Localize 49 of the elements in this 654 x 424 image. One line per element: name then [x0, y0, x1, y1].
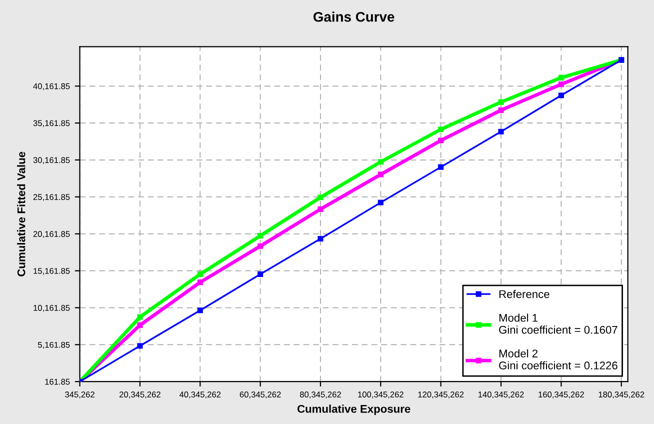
y-tick-label: 25,161.85	[33, 194, 70, 201]
point	[558, 74, 564, 80]
y-tick-label: 20,161.85	[33, 231, 70, 238]
y-tick-label: 30,161.85	[33, 157, 70, 164]
point	[498, 128, 504, 134]
point	[558, 82, 564, 88]
legend-label: Model 1 Gini coefficient = 0.1607	[499, 314, 618, 334]
point	[258, 271, 264, 277]
point	[197, 308, 203, 314]
x-tick-label: 140,345,262	[478, 392, 524, 398]
x-tick-label: 160,345,262	[538, 392, 584, 398]
y-tick-label: 5,161.85	[38, 342, 70, 349]
x-tick-label: 80,345,262	[300, 392, 341, 398]
y-tick-label: 10,161.85	[34, 304, 70, 312]
point	[378, 159, 384, 165]
point	[498, 99, 504, 105]
x-axis-title: Cumulative Exposure	[297, 404, 410, 416]
point	[378, 200, 384, 206]
x-tick-label: 345,262	[65, 392, 94, 398]
x-tick-label: 180,345,262	[598, 392, 644, 398]
point	[318, 236, 324, 242]
point	[197, 280, 203, 286]
point	[438, 138, 444, 144]
point	[438, 164, 444, 170]
point	[137, 322, 143, 328]
point	[258, 232, 264, 239]
y-tick-label: 35,161.85	[33, 120, 70, 128]
x-tick-label: 20,345,262	[120, 392, 160, 398]
point	[318, 206, 324, 212]
x-tick-label: 100,345,262	[358, 392, 404, 398]
point	[438, 126, 444, 132]
legend-label: Reference	[499, 290, 550, 298]
y-axis-title: Cumulative Fitted Value	[17, 152, 26, 276]
point	[197, 271, 203, 277]
point	[498, 107, 504, 113]
point	[137, 314, 143, 320]
y-tick-label: 15,161.85	[34, 268, 70, 275]
y-tick-label: 40,161.85	[33, 83, 70, 90]
point	[258, 243, 264, 249]
y-tick-label: 161.85	[45, 378, 70, 385]
point	[137, 343, 143, 349]
x-tick-label: 60,345,262	[240, 392, 281, 398]
legend-label: Model 2 Gini coefficient = 0.1226	[499, 349, 618, 370]
chart-title: Gains Curve	[313, 12, 394, 22]
x-tick-label: 120,345,262	[418, 392, 464, 398]
x-tick-label: 40,345,262	[179, 392, 221, 398]
point	[558, 92, 564, 98]
point	[318, 194, 324, 200]
point	[378, 172, 384, 178]
